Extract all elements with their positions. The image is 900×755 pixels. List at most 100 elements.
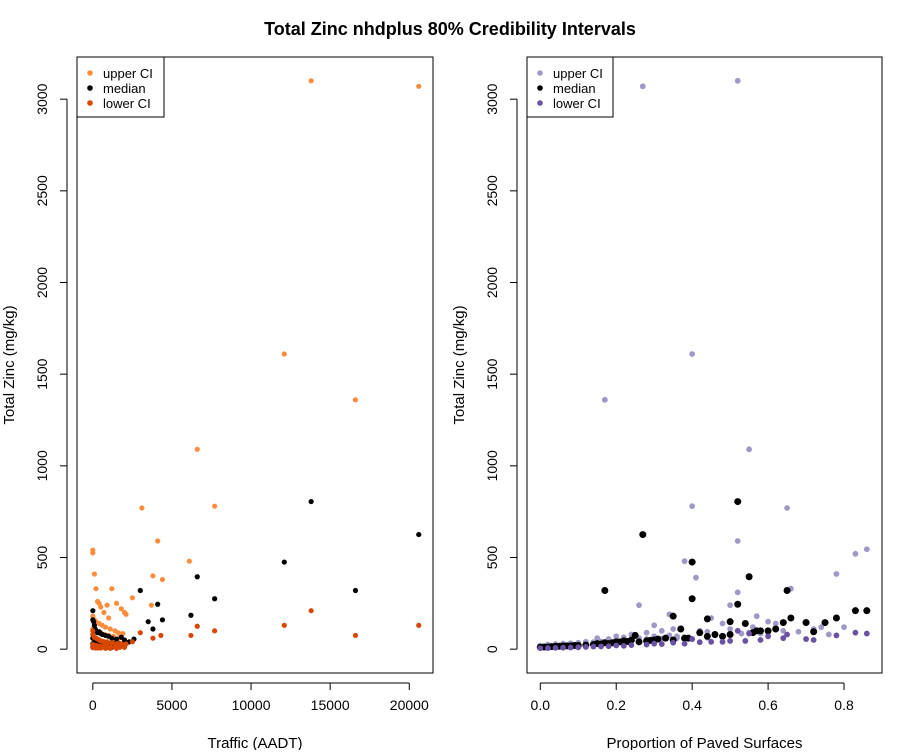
upper-ci-point	[833, 571, 840, 577]
lower-ci-point	[605, 643, 612, 650]
upper-ci-point	[734, 77, 741, 84]
median-point	[757, 627, 765, 635]
median-point	[696, 629, 704, 637]
lower-ci-point	[742, 638, 749, 644]
x-tick-label: 0.4	[682, 697, 702, 713]
upper-ci-point	[689, 503, 696, 510]
median-point	[726, 631, 734, 638]
median-point	[688, 558, 696, 566]
upper-ci-point	[765, 618, 771, 625]
lower-ci-point	[194, 623, 200, 629]
x-axis-label: Traffic (AADT)	[207, 735, 302, 750]
upper-ci-point	[784, 505, 790, 511]
upper-ci-point	[727, 626, 734, 632]
lower-ci-point	[567, 644, 574, 651]
median-point	[109, 635, 115, 641]
upper-ci-point	[772, 620, 779, 627]
lower-ci-point	[560, 644, 566, 651]
upper-ci-point	[352, 397, 359, 403]
upper-ci-point	[91, 571, 98, 577]
legend-label: lower CI	[553, 96, 601, 111]
legend-marker	[537, 70, 543, 76]
upper-ci-point	[719, 620, 726, 627]
lower-ci-point	[98, 645, 104, 651]
upper-ci-point	[109, 586, 115, 592]
legend-label: upper CI	[553, 66, 603, 81]
lower-ci-point	[590, 643, 597, 650]
lower-ci-point	[107, 645, 113, 651]
upper-ci-point	[636, 602, 642, 609]
upper-ci-point	[186, 558, 192, 564]
median-point	[352, 587, 359, 594]
upper-ci-point	[727, 602, 734, 609]
lower-ci-point	[150, 635, 156, 641]
lower-ci-point	[121, 644, 128, 650]
median-point	[113, 636, 120, 642]
lower-ci-point	[689, 636, 696, 642]
plot-frame	[76, 56, 434, 674]
median-point	[711, 631, 719, 638]
median-point	[734, 498, 742, 506]
upper-ci-point	[212, 503, 218, 509]
legend-marker	[87, 100, 93, 106]
lower-ci-point	[833, 632, 840, 639]
y-tick-label: 0	[34, 645, 50, 653]
lower-ci-point	[780, 635, 787, 642]
median-point	[810, 628, 818, 636]
lower-ci-point	[188, 632, 194, 639]
panel-1: 0 5000 10000 15000 20000 Traffic (AADT) 0 500 10…	[1, 56, 434, 752]
upper-ci-point	[734, 538, 741, 544]
median-point	[639, 531, 647, 539]
median-point	[155, 601, 161, 607]
lower-ci-point	[757, 637, 764, 643]
median-point	[787, 614, 795, 622]
x-tick-label: 0.6	[758, 697, 778, 713]
lower-ci-point	[352, 632, 359, 639]
upper-ci-point	[150, 573, 156, 579]
lower-ci-point	[803, 636, 809, 642]
median-point	[212, 596, 218, 602]
series-median	[90, 498, 422, 650]
median-point	[779, 619, 787, 627]
median-point	[669, 612, 677, 620]
y-tick-label: 1000	[34, 450, 50, 481]
lower-ci-point	[746, 630, 753, 637]
upper-ci-point	[115, 630, 121, 636]
upper-ci-point	[416, 83, 422, 89]
upper-ci-point	[98, 604, 104, 610]
median-point	[851, 607, 859, 615]
lower-ci-point	[552, 644, 559, 651]
lower-ci-point	[628, 642, 635, 649]
panel-2: 0.0 0.2 0.4 0.6 0.8 Proportion of Paved Surfa…	[451, 56, 883, 752]
series-upper-ci	[537, 77, 870, 649]
series-lower-ci	[90, 608, 422, 652]
x-tick-label: 10000	[232, 697, 271, 713]
median-point	[137, 587, 143, 594]
upper-ci-point	[139, 505, 145, 511]
upper-ci-point	[104, 602, 110, 608]
median-point	[719, 632, 727, 640]
upper-ci-point	[639, 83, 646, 90]
chart-title: Total Zinc nhdplus 80% Credibility Inter…	[264, 19, 636, 39]
lower-ci-point	[582, 644, 589, 650]
upper-ci-point	[753, 613, 760, 620]
y-axis-label: Total Zinc (mg/kg)	[1, 305, 18, 424]
lower-ci-point	[810, 637, 817, 643]
upper-ci-point	[780, 627, 787, 634]
median-point	[416, 531, 422, 538]
upper-ci-point	[106, 615, 112, 621]
y-axis-label: Total Zinc (mg/kg)	[451, 305, 468, 424]
upper-ci-point	[734, 589, 741, 596]
median-point	[764, 627, 772, 635]
median-point	[281, 559, 287, 565]
y-tick-label: 0	[484, 645, 500, 653]
lower-ci-point	[544, 645, 551, 651]
upper-ci-point	[155, 538, 161, 544]
median-point	[677, 625, 685, 633]
median-point	[741, 620, 749, 627]
upper-ci-point	[102, 624, 109, 630]
median-point	[662, 634, 670, 642]
median-point	[821, 619, 829, 627]
upper-ci-point	[863, 546, 870, 553]
